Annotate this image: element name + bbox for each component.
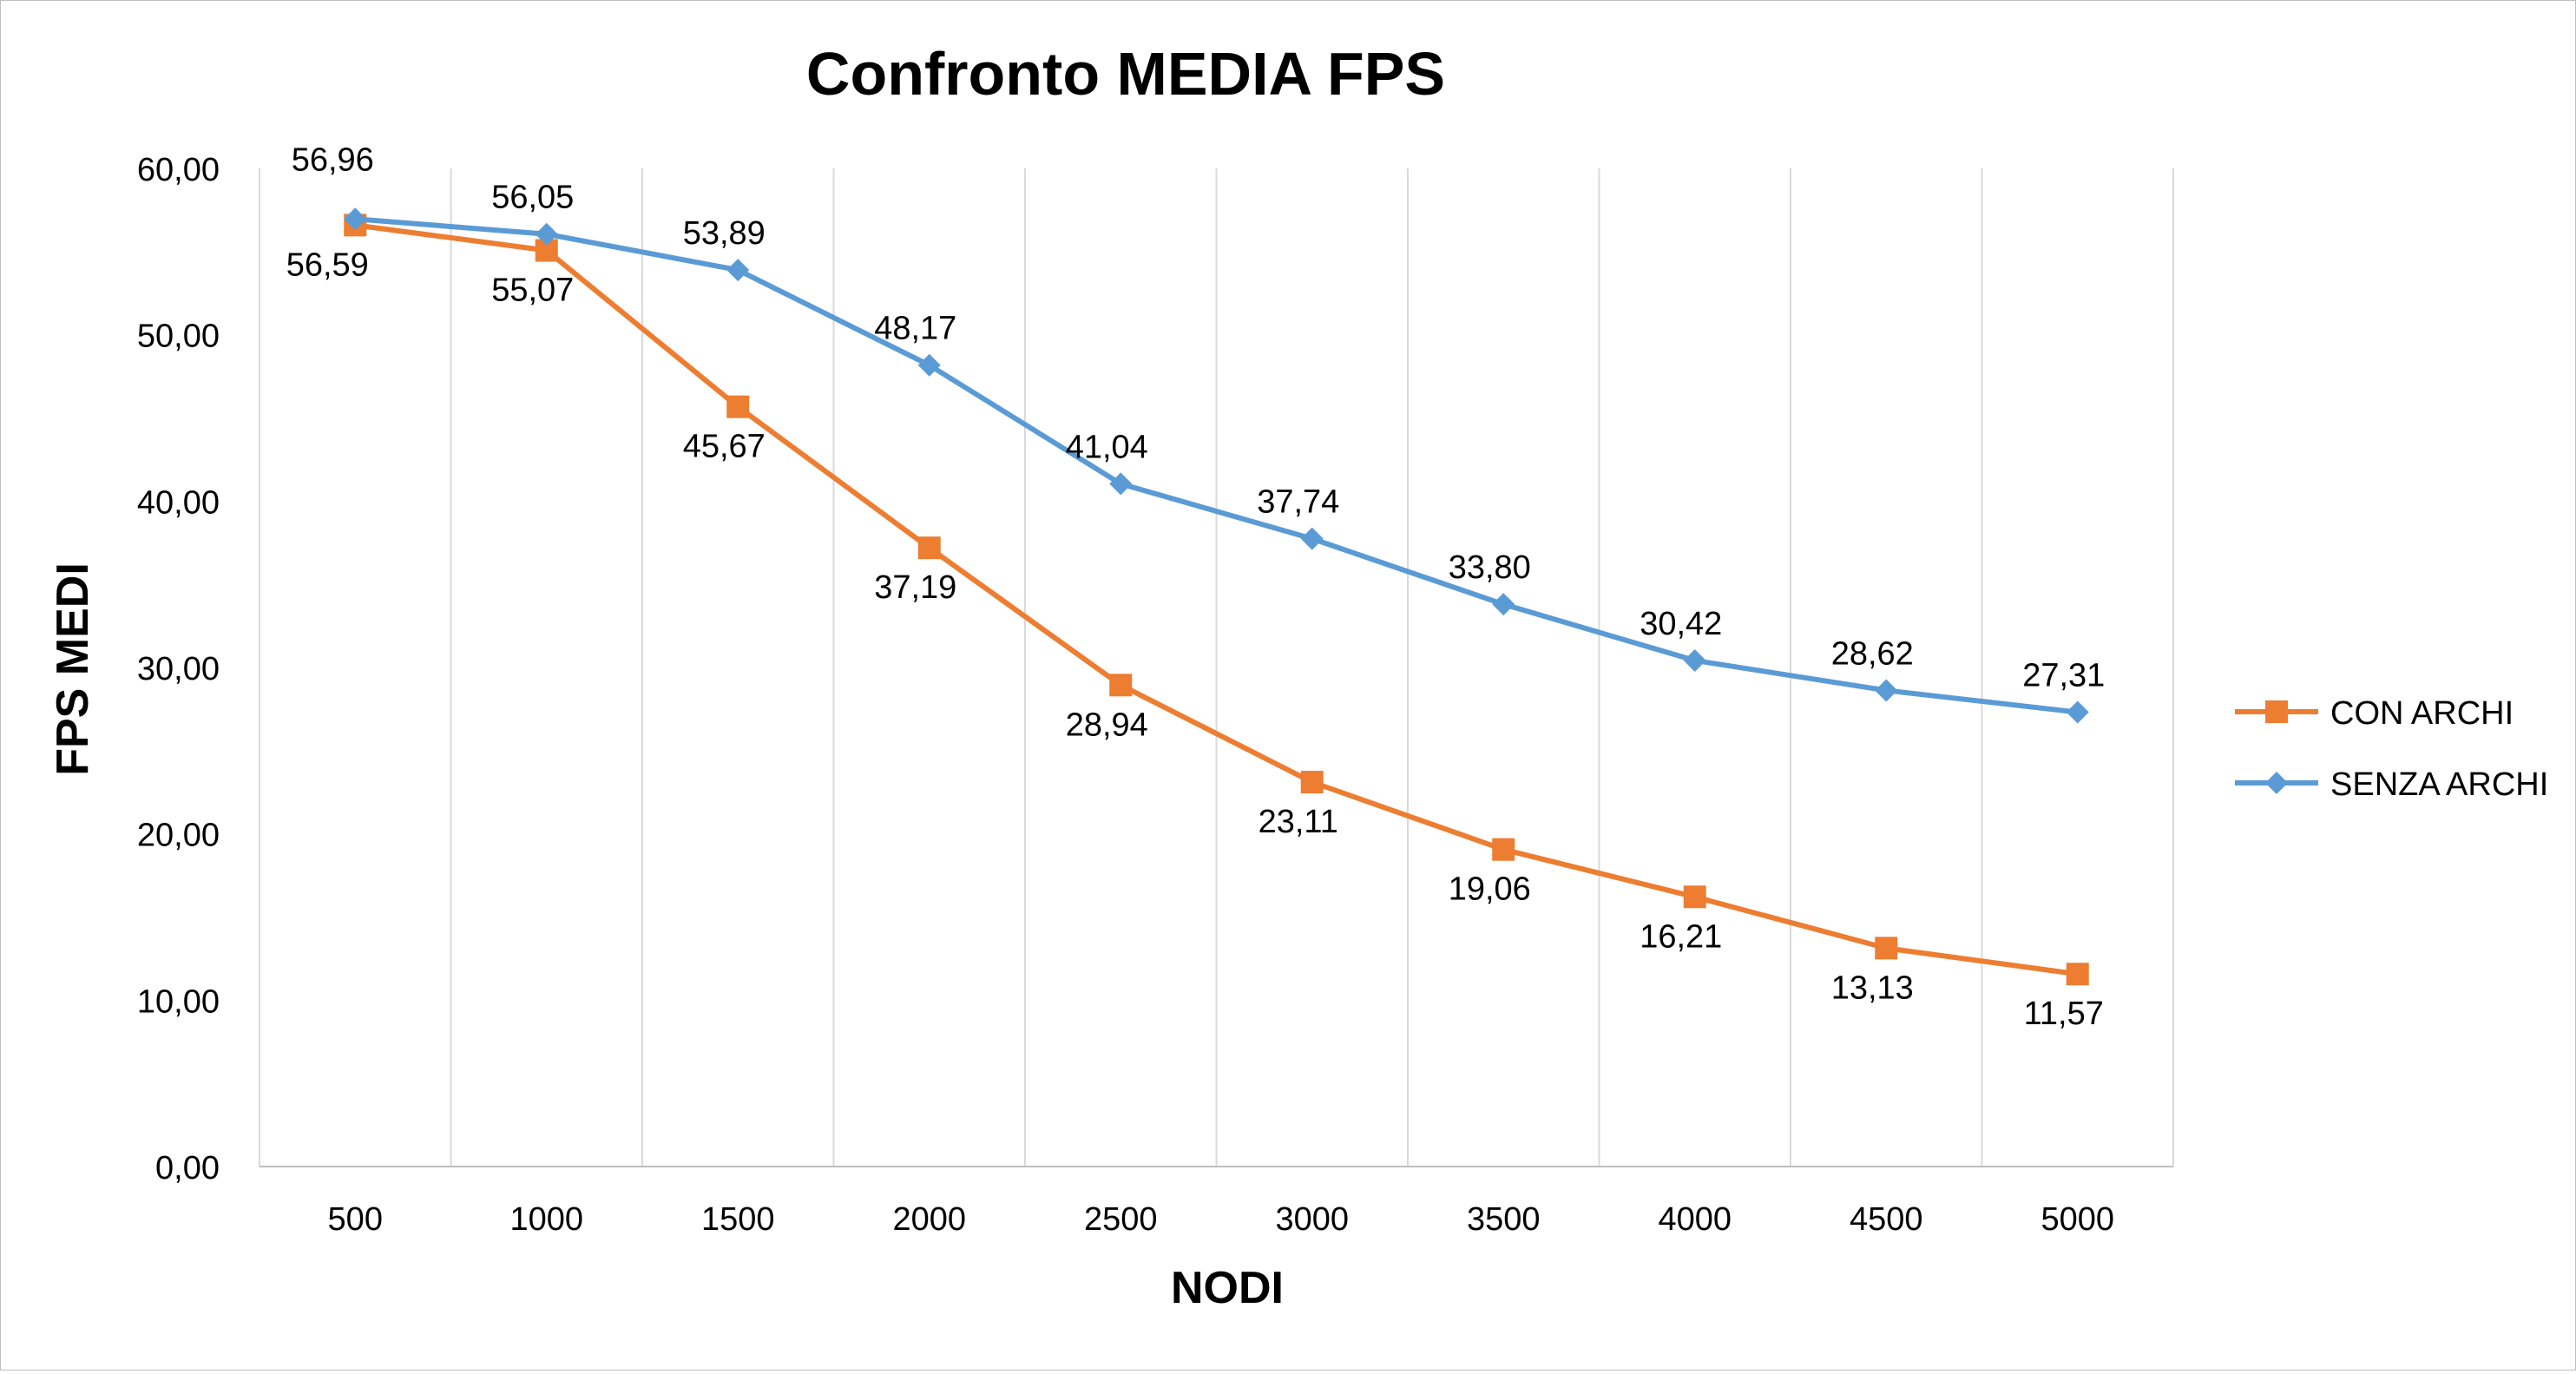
series-lines xyxy=(344,207,2089,986)
data-label: 30,42 xyxy=(1640,606,1722,642)
data-label: 56,59 xyxy=(286,247,369,283)
data-label: 28,94 xyxy=(1066,707,1148,743)
data-point-marker xyxy=(726,395,750,418)
series-line xyxy=(352,216,2080,715)
y-tick-label: 20,00 xyxy=(137,818,220,854)
legend-label: SENZA ARCHI xyxy=(2330,766,2548,803)
x-tick-label: 2000 xyxy=(892,1201,966,1238)
data-point-marker xyxy=(917,353,941,377)
data-label: 27,31 xyxy=(2022,658,2105,694)
chart-title: Confronto MEDIA FPS xyxy=(806,40,1445,108)
y-tick-label: 30,00 xyxy=(137,651,220,687)
data-point-marker xyxy=(2066,700,2089,724)
data-point-marker xyxy=(1683,885,1706,909)
data-label: 37,74 xyxy=(1257,484,1339,521)
data-point-marker xyxy=(1492,838,1515,861)
data-label: 13,13 xyxy=(1831,970,1914,1006)
data-label: 56,96 xyxy=(292,141,374,178)
x-tick-label: 5000 xyxy=(2040,1201,2114,1238)
x-tick-label: 1500 xyxy=(701,1201,775,1238)
x-axis-title: NODI xyxy=(1171,1263,1284,1313)
data-point-marker xyxy=(1109,674,1133,697)
data-point-marker xyxy=(535,222,558,246)
data-point-marker xyxy=(2066,963,2089,986)
y-axis-title: FPS MEDI xyxy=(48,562,98,776)
data-point-marker xyxy=(1492,593,1515,616)
data-label: 56,05 xyxy=(491,180,574,216)
data-point-marker xyxy=(1300,771,1324,794)
data-point-marker xyxy=(1875,679,1898,702)
legend-label: CON ARCHI xyxy=(2330,695,2514,732)
gridlines xyxy=(259,168,2174,1167)
data-point-marker xyxy=(1300,527,1324,550)
data-label: 23,11 xyxy=(1258,804,1338,840)
data-label: 55,07 xyxy=(491,272,574,308)
data-label: 28,62 xyxy=(1831,635,1914,672)
data-point-marker xyxy=(726,259,750,282)
data-point-marker xyxy=(2265,700,2288,723)
data-point-marker xyxy=(1683,648,1706,672)
y-tick-label: 40,00 xyxy=(137,484,220,521)
data-point-marker xyxy=(344,207,367,231)
data-label: 53,89 xyxy=(683,215,766,252)
y-tick-label: 50,00 xyxy=(137,319,220,355)
data-point-marker xyxy=(1109,472,1133,496)
data-point-marker xyxy=(917,536,941,560)
data-labels: 56,59 55,07 45,67 37,19 28,94 23,11 19,06 16,21… xyxy=(286,141,2106,1032)
legend: CON ARCHI SENZA ARCHI xyxy=(2235,695,2548,803)
y-tick-label: 0,00 xyxy=(155,1150,220,1187)
axes: 0,00 10,00 20,00 30,00 40,00 50,00 60,00 500 100… xyxy=(137,152,2173,1238)
y-tick-label: 10,00 xyxy=(137,983,220,1020)
data-label: 16,21 xyxy=(1640,918,1722,955)
data-label: 33,80 xyxy=(1449,549,1531,586)
data-label: 11,57 xyxy=(2024,996,2104,1032)
x-tick-label: 3000 xyxy=(1275,1201,1349,1238)
x-tick-label: 500 xyxy=(328,1201,383,1238)
data-label: 37,19 xyxy=(874,569,956,606)
x-tick-label: 3500 xyxy=(1467,1201,1541,1238)
data-label: 45,67 xyxy=(683,429,766,465)
series-line xyxy=(352,222,2080,977)
data-point-marker xyxy=(1875,937,1898,960)
x-tick-label: 4500 xyxy=(1850,1201,1923,1238)
x-tick-label: 4000 xyxy=(1658,1201,1732,1238)
data-point-marker xyxy=(2265,772,2288,794)
x-tick-label: 2500 xyxy=(1084,1201,1158,1238)
y-tick-label: 60,00 xyxy=(137,152,220,188)
data-label: 19,06 xyxy=(1449,871,1531,908)
data-label: 48,17 xyxy=(874,311,956,347)
x-tick-label: 1000 xyxy=(509,1201,583,1238)
data-label: 41,04 xyxy=(1066,429,1148,465)
